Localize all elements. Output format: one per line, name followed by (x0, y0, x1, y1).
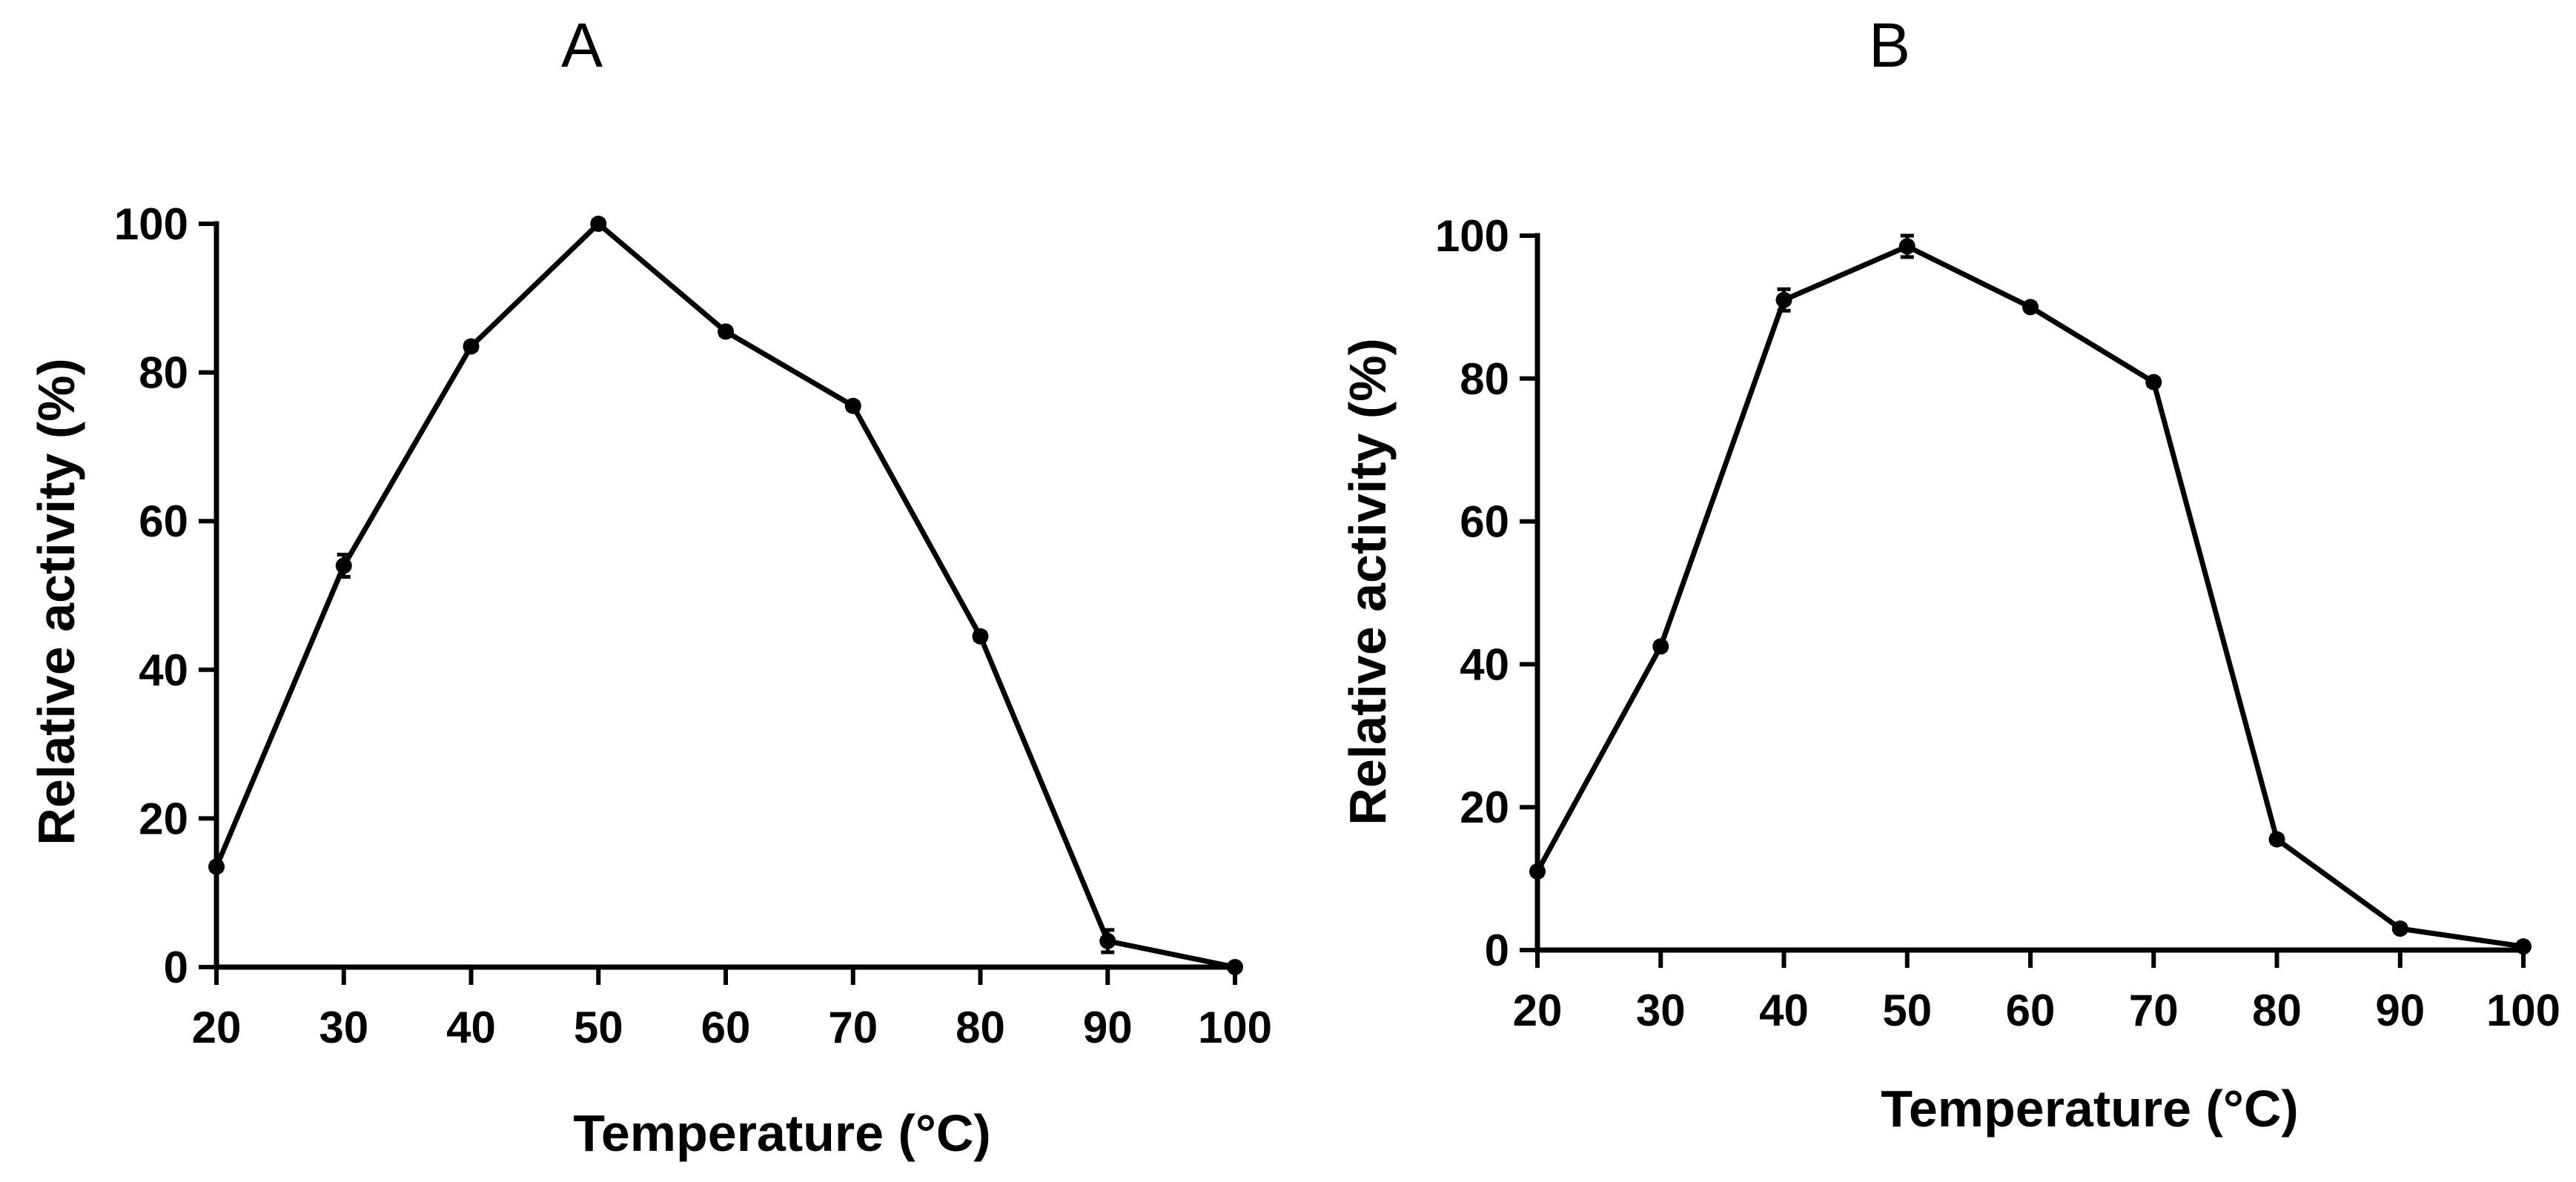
chart-a-y-tick-label: 100 (114, 199, 188, 249)
chart-b-x-tick-label: 40 (1759, 986, 1809, 1035)
chart-b-y-tick-label: 20 (1460, 783, 1509, 832)
chart-a-data-point (1227, 959, 1243, 975)
chart-b-x-tick-label: 90 (2375, 986, 2425, 1035)
chart-a-data-point (844, 397, 861, 414)
chart-panel-a: A 20 30 40 50 60 70 80 90 100 0 20 40 60 80 100 Temper… (27, 10, 1272, 1162)
chart-a-x-tick-label: 90 (1083, 1003, 1133, 1052)
chart-a-data-point (463, 338, 480, 355)
chart-a-data-point (972, 628, 989, 645)
chart-b-data-point (1898, 238, 1916, 255)
chart-b-x-tick-label: 60 (2006, 986, 2056, 1035)
chart-a-y-tick-label: 20 (139, 794, 188, 843)
chart-b-x-tick-label: 30 (1636, 986, 1686, 1035)
chart-a-x-axis-title: Temperature (°C) (573, 1104, 990, 1162)
chart-b-data-point (2515, 938, 2532, 955)
chart-a-y-tick-label: 80 (139, 348, 188, 398)
chart-b-series-line (1534, 244, 2524, 949)
chart-a-y-tick-label: 40 (139, 645, 188, 695)
chart-b-data-point (2145, 373, 2162, 391)
chart-b-y-tick-label: 0 (1485, 926, 1509, 975)
chart-b-x-tick-label: 70 (2129, 986, 2179, 1035)
chart-b-data-point (1652, 638, 1669, 655)
chart-a-x-tick-label: 70 (828, 1003, 878, 1052)
chart-a-data-point (590, 216, 607, 232)
chart-b-data-point (2022, 299, 2039, 316)
chart-a-y-axis-title: Relative activity (%) (27, 358, 85, 845)
chart-b-data-point (1775, 291, 1792, 308)
chart-a-title: A (561, 10, 603, 80)
chart-a-data-point (208, 858, 225, 875)
chart-a-x-tick-label: 100 (1198, 1003, 1272, 1052)
chart-b-data-point (1529, 863, 1546, 880)
chart-b-x-tick-label: 50 (1882, 986, 1932, 1035)
chart-b-y-axis-title: Relative activity (%) (1339, 338, 1397, 825)
chart-a-x-tick-label: 60 (701, 1003, 751, 1052)
chart-a-y-tick-label: 60 (139, 497, 188, 546)
chart-b-data-point (2268, 831, 2285, 848)
chart-b-title: B (1869, 10, 1910, 80)
chart-a-x-tick-label: 30 (319, 1003, 368, 1052)
chart-b-y-tick-label: 60 (1460, 497, 1509, 547)
chart-a-data-point (335, 557, 352, 574)
chart-a-x-tick-label: 20 (192, 1003, 242, 1052)
chart-b-x-tick-label: 100 (2486, 986, 2560, 1035)
chart-a-y-tick-label: 0 (164, 943, 188, 992)
chart-b-y-tick-label: 80 (1460, 354, 1509, 404)
chart-panel-b: B 20 30 40 50 60 70 80 90 100 0 20 40 60 80 100 Temper… (1288, 0, 2575, 1182)
chart-b-data-point (2391, 920, 2408, 937)
chart-a-x-tick-label: 80 (956, 1003, 1005, 1052)
chart-b-x-tick-label: 80 (2252, 986, 2302, 1035)
chart-b-x-axis-title: Temperature (°C) (1881, 1080, 2298, 1138)
chart-a-x-tick-label: 40 (446, 1003, 496, 1052)
chart-b-y-tick-label: 40 (1460, 640, 1509, 689)
chart-a-data-point (1099, 932, 1116, 949)
chart-b-x-tick-label: 20 (1513, 986, 1563, 1035)
chart-a-x-tick-label: 50 (574, 1003, 623, 1052)
chart-b-y-tick-label: 100 (1435, 211, 1509, 261)
chart-a-data-point (718, 323, 734, 340)
